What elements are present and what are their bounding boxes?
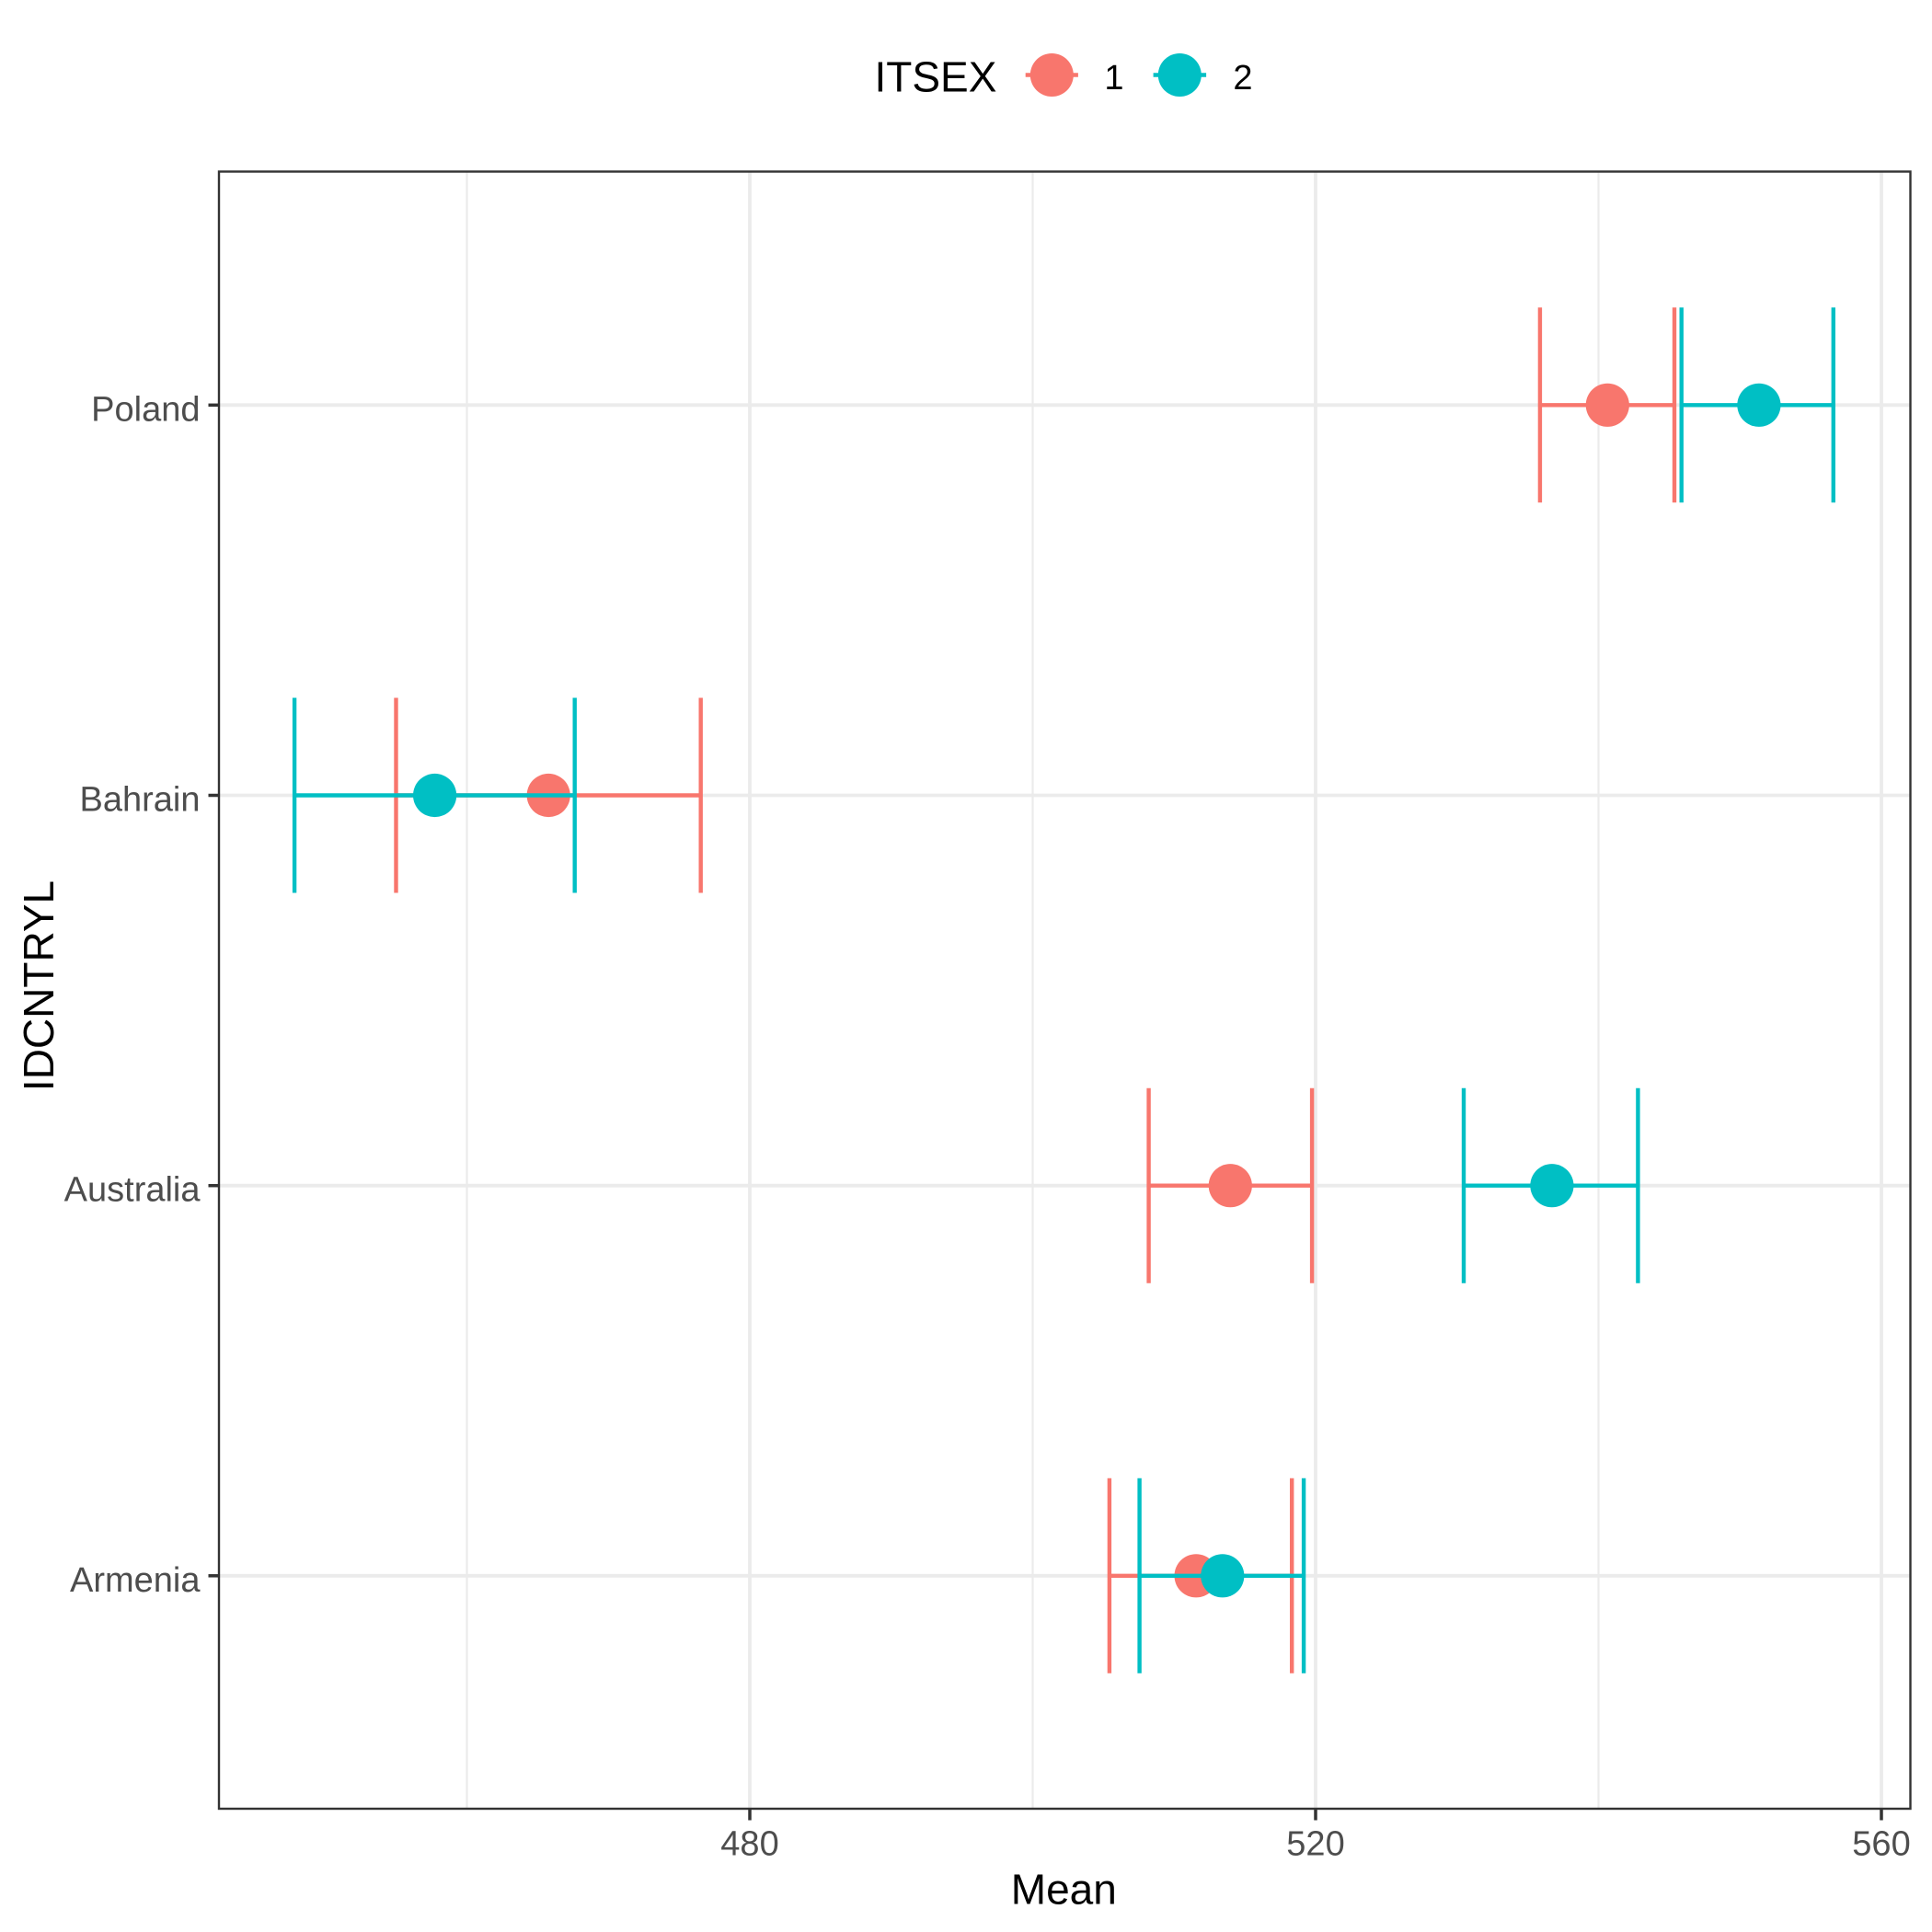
svg-text:ITSEX: ITSEX xyxy=(875,52,997,100)
svg-text:Mean: Mean xyxy=(1011,1865,1117,1913)
svg-text:520: 520 xyxy=(1286,1825,1344,1864)
svg-text:Bahrain: Bahrain xyxy=(80,781,201,820)
svg-text:Australia: Australia xyxy=(64,1171,201,1210)
svg-text:560: 560 xyxy=(1852,1825,1910,1864)
svg-text:Armenia: Armenia xyxy=(70,1561,201,1600)
svg-text:480: 480 xyxy=(720,1825,778,1864)
svg-text:1: 1 xyxy=(1104,59,1123,98)
svg-text:2: 2 xyxy=(1233,59,1252,98)
svg-text:Poland: Poland xyxy=(91,390,200,429)
svg-text:IDCNTRYL: IDCNTRYL xyxy=(15,880,63,1091)
